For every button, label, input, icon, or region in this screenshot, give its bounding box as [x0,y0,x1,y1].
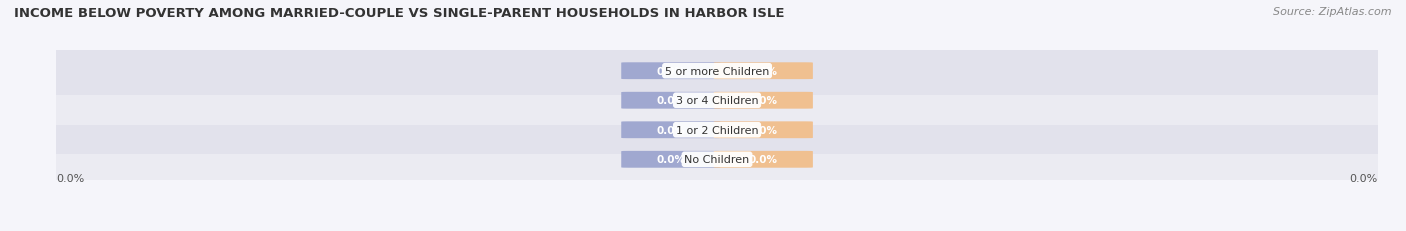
Text: 0.0%: 0.0% [749,67,778,76]
Text: 1 or 2 Children: 1 or 2 Children [676,125,758,135]
Text: 0.0%: 0.0% [657,125,685,135]
Text: 5 or more Children: 5 or more Children [665,67,769,76]
Text: 0.0%: 0.0% [749,155,778,164]
Text: 0.0%: 0.0% [1350,173,1378,183]
Text: 3 or 4 Children: 3 or 4 Children [676,96,758,106]
Text: 0.0%: 0.0% [657,96,685,106]
Bar [56,135,1378,184]
FancyBboxPatch shape [621,122,720,139]
Bar [56,106,1378,155]
Text: 0.0%: 0.0% [657,67,685,76]
Bar [56,76,1378,125]
FancyBboxPatch shape [714,63,813,80]
Text: 0.0%: 0.0% [749,125,778,135]
Bar [56,47,1378,96]
Text: 0.0%: 0.0% [56,173,84,183]
Text: INCOME BELOW POVERTY AMONG MARRIED-COUPLE VS SINGLE-PARENT HOUSEHOLDS IN HARBOR : INCOME BELOW POVERTY AMONG MARRIED-COUPL… [14,7,785,20]
Text: No Children: No Children [685,155,749,164]
FancyBboxPatch shape [621,151,720,168]
FancyBboxPatch shape [714,151,813,168]
Text: 0.0%: 0.0% [657,155,685,164]
FancyBboxPatch shape [621,92,720,109]
FancyBboxPatch shape [714,122,813,139]
FancyBboxPatch shape [714,92,813,109]
Text: Source: ZipAtlas.com: Source: ZipAtlas.com [1274,7,1392,17]
Text: 0.0%: 0.0% [749,96,778,106]
FancyBboxPatch shape [621,63,720,80]
